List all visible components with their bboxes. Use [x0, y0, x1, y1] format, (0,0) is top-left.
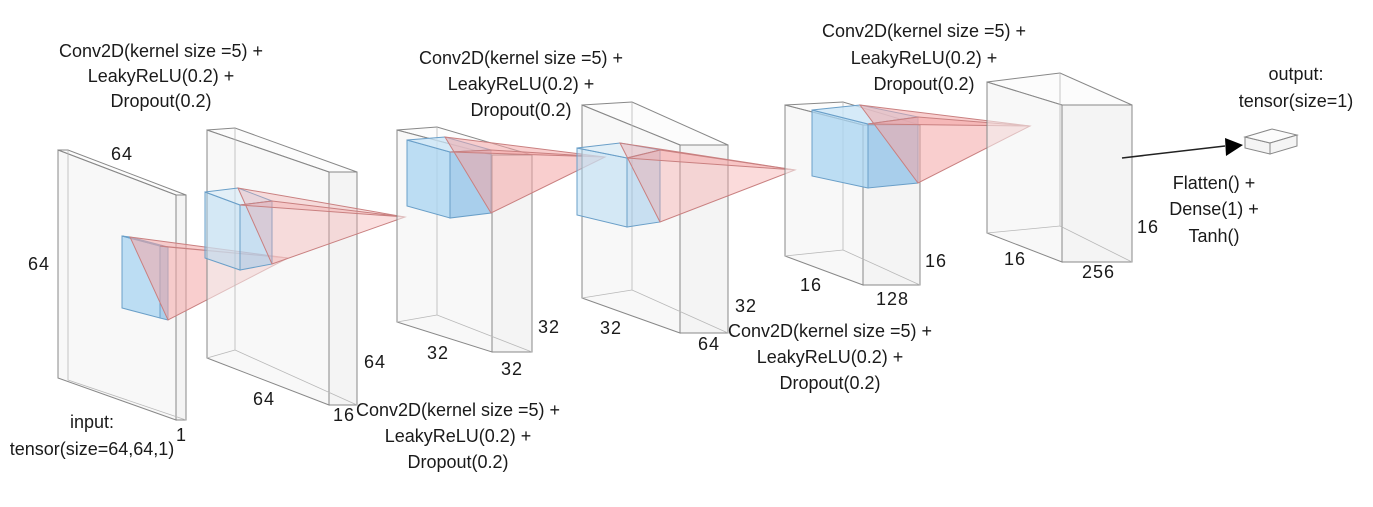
layer1-op-caption: Conv2D(kernel size =5) + LeakyReLU(0.2) … — [59, 41, 263, 111]
layer3-op-caption: Conv2D(kernel size =5) + LeakyReLU(0.2) … — [419, 48, 623, 120]
layer1-depth-label: 16 — [333, 405, 355, 425]
layer2-op-caption: Conv2D(kernel size =5) + LeakyReLU(0.2) … — [356, 400, 560, 472]
layer2-op-line-3: Dropout(0.2) — [407, 452, 508, 472]
flatten-dense-arrow — [1121, 138, 1243, 159]
layer4-op-line-1: Conv2D(kernel size =5) + — [822, 21, 1026, 41]
layer4-op-line-3: Dropout(0.2) — [873, 74, 974, 94]
layer5-op-line-2: LeakyReLU(0.2) + — [757, 347, 904, 367]
layer3-width-label: 32 — [600, 318, 622, 338]
input-width-label: 64 — [111, 144, 133, 164]
layer3-kernel — [576, 142, 661, 228]
layer4-op-line-2: LeakyReLU(0.2) + — [851, 48, 998, 68]
head-op-caption: Flatten() + Dense(1) + Tanh() — [1169, 173, 1259, 246]
output-tensor-box — [1243, 128, 1299, 155]
head-op-line-3: Tanh() — [1188, 226, 1239, 246]
layer1-op-line-1: Conv2D(kernel size =5) + — [59, 41, 263, 61]
layer5-tensor-box — [986, 72, 1133, 263]
head-op-line-2: Dense(1) + — [1169, 199, 1259, 219]
input-height-label: 64 — [28, 254, 50, 274]
layer5-op-line-3: Dropout(0.2) — [779, 373, 880, 393]
input-caption-line-2: tensor(size=64,64,1) — [10, 439, 175, 459]
projection-3 — [444, 136, 607, 214]
layer1-kernel — [204, 187, 273, 271]
layer3-op-line-1: Conv2D(kernel size =5) + — [419, 48, 623, 68]
layer1-op-line-2: LeakyReLU(0.2) + — [88, 66, 235, 86]
layer2-width-label: 32 — [427, 343, 449, 363]
projection-4 — [619, 142, 797, 223]
layer3-op-line-2: LeakyReLU(0.2) + — [448, 74, 595, 94]
layer3-height-label: 32 — [735, 296, 757, 316]
layer4-height-label: 16 — [925, 251, 947, 271]
output-caption: output: tensor(size=1) — [1239, 64, 1354, 111]
layer5-depth-label: 256 — [1082, 262, 1115, 282]
layer1-width-label: 64 — [253, 389, 275, 409]
layer2-depth-label: 32 — [501, 359, 523, 379]
projection-2 — [237, 187, 407, 265]
output-caption-line-1: output: — [1268, 64, 1323, 84]
head-op-line-1: Flatten() + — [1173, 173, 1256, 193]
layer4-depth-label: 128 — [876, 289, 909, 309]
layer2-op-line-1: Conv2D(kernel size =5) + — [356, 400, 560, 420]
layer3-depth-label: 64 — [698, 334, 720, 354]
layer2-height-label: 32 — [538, 317, 560, 337]
layer1-height-label: 64 — [364, 352, 386, 372]
layer2-op-line-2: LeakyReLU(0.2) + — [385, 426, 532, 446]
layer5-op-caption: Conv2D(kernel size =5) + LeakyReLU(0.2) … — [728, 321, 932, 393]
layer4-op-caption: Conv2D(kernel size =5) + LeakyReLU(0.2) … — [822, 21, 1026, 94]
output-caption-line-2: tensor(size=1) — [1239, 91, 1354, 111]
input-caption-line-1: input: — [70, 412, 114, 432]
layer3-op-line-3: Dropout(0.2) — [470, 100, 571, 120]
layer3-tensor-box — [581, 101, 729, 334]
layer5-op-line-1: Conv2D(kernel size =5) + — [728, 321, 932, 341]
input-caption: input: tensor(size=64,64,1) — [10, 412, 175, 459]
layer5-height-label: 16 — [1137, 217, 1159, 237]
layer5-width-label: 16 — [1004, 249, 1026, 269]
layer4-width-label: 16 — [800, 275, 822, 295]
input-depth-label: 1 — [176, 425, 187, 445]
layer1-op-line-3: Dropout(0.2) — [110, 91, 211, 111]
